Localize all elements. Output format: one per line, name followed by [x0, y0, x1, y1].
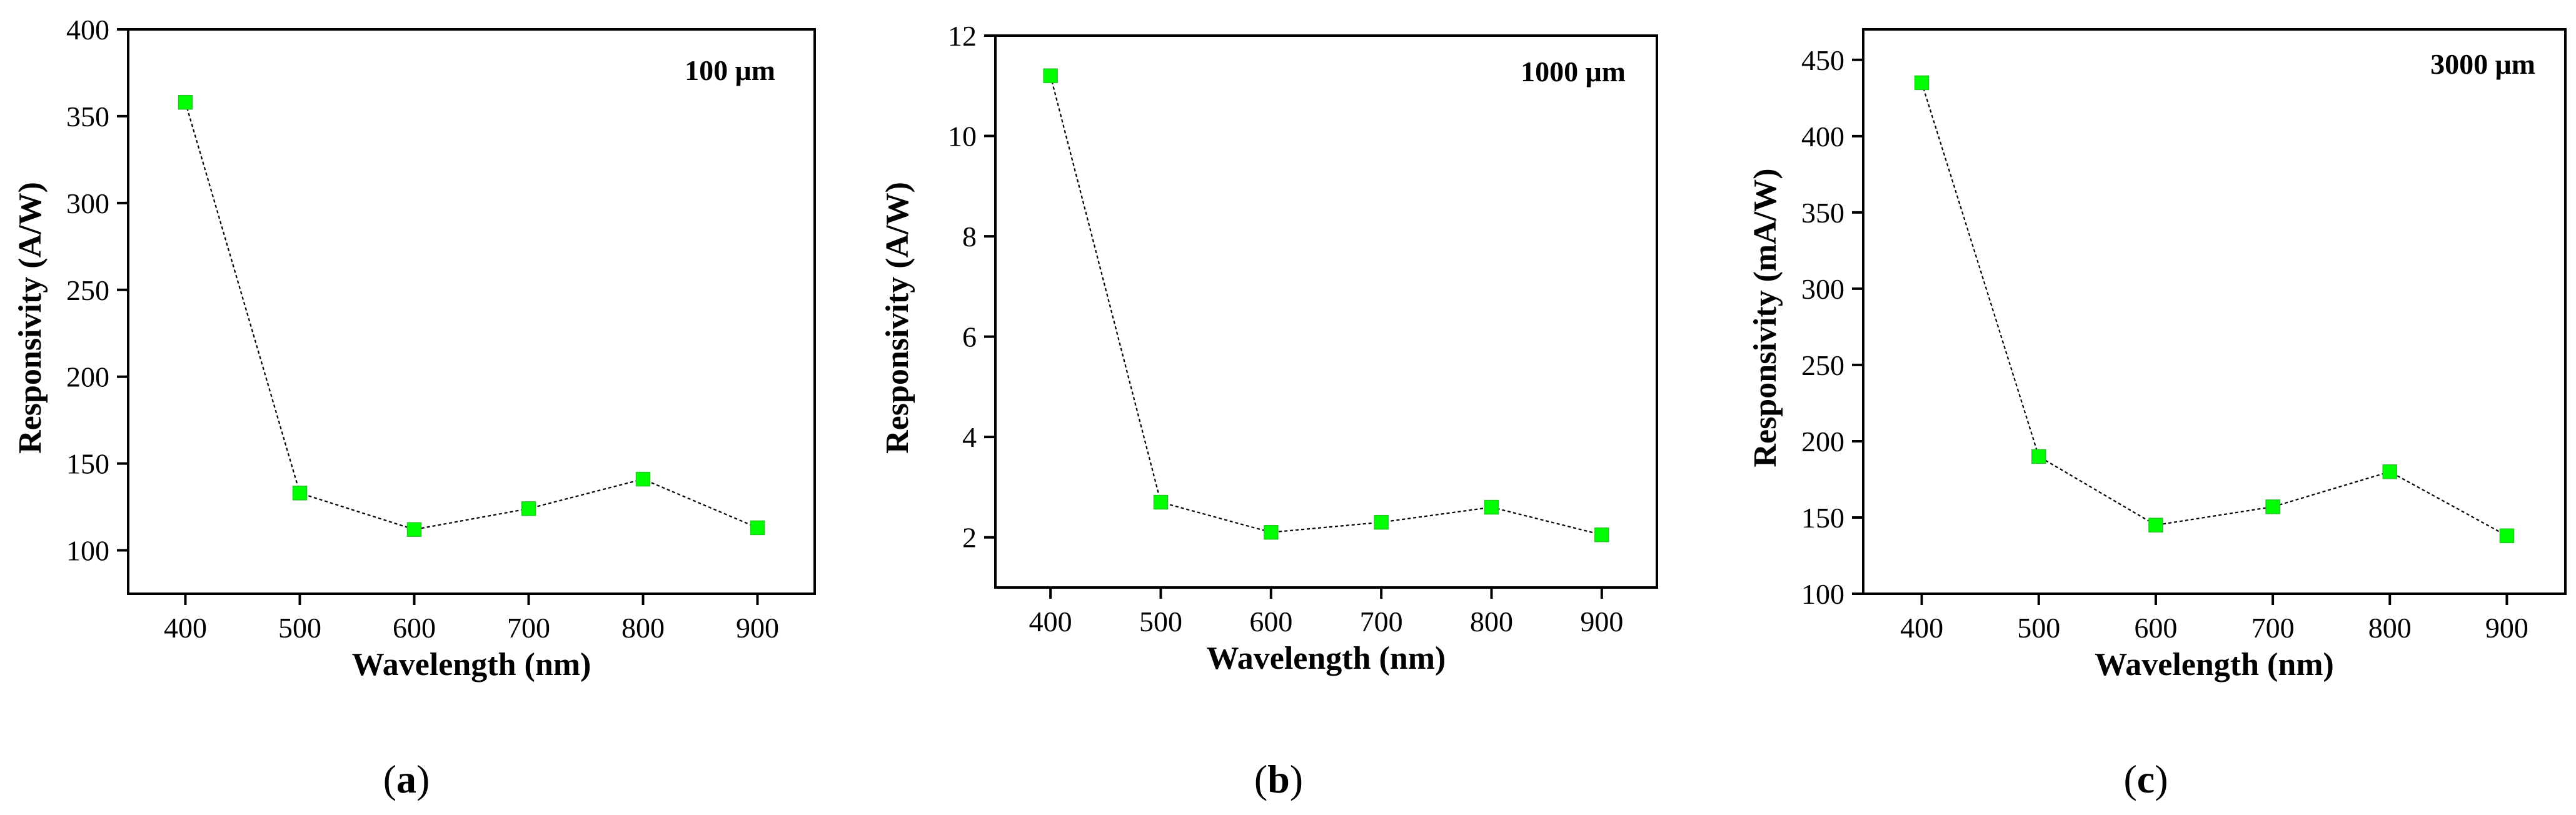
panel-annotation: 1000 μm: [1521, 56, 1626, 88]
data-point: [1594, 527, 1609, 542]
y-axis-title: Responsivity (A/W): [13, 182, 48, 454]
y-tick-label: 300: [66, 188, 109, 219]
panel-label: (b): [1254, 757, 1303, 801]
series-line: [1921, 82, 2507, 537]
chart-panel-a: 400 500 600 700 800 900 100 150 200 250 300 350 400 W…: [13, 14, 816, 801]
x-tick-label: 600: [1249, 606, 1292, 638]
panel-annotation: 100 μm: [685, 54, 775, 86]
data-point: [1914, 75, 1929, 91]
y-tick-label: 6: [962, 321, 977, 353]
data-point: [1484, 499, 1499, 515]
panel-label: (a): [383, 757, 430, 801]
data-point: [292, 486, 308, 501]
data-point: [1153, 494, 1169, 510]
y-tick-label: 4: [962, 421, 977, 453]
data-point: [521, 501, 536, 516]
x-tick-label: 500: [1139, 606, 1182, 638]
chart-panel-c: 400 500 600 700 800 900 100 150 200 250 300 350 400 4…: [1748, 28, 2567, 801]
y-tick-label: 12: [948, 20, 977, 52]
plot-frame: [127, 28, 816, 595]
y-tick-label: 450: [1801, 44, 1844, 76]
data-point: [178, 94, 193, 110]
x-tick-label: 800: [1470, 606, 1513, 638]
y-tick-label: 150: [1801, 502, 1844, 534]
data-point: [1374, 514, 1389, 530]
x-tick-label: 400: [1029, 606, 1072, 638]
data-point: [2031, 449, 2046, 464]
y-tick-label: 250: [1801, 349, 1844, 381]
x-tick-label: 700: [2251, 612, 2295, 644]
y-tick-label: 10: [948, 121, 977, 152]
x-tick-label: 700: [507, 612, 550, 644]
data-point: [2499, 528, 2515, 544]
data-point: [2382, 464, 2397, 479]
y-tick-label: 2: [962, 522, 977, 554]
x-tick-label: 900: [1580, 606, 1623, 638]
data-point: [750, 520, 765, 536]
x-axis-title: Wavelength (nm): [2095, 647, 2334, 682]
data-point: [2148, 518, 2163, 532]
y-tick-label: 250: [66, 274, 109, 306]
x-axis-title: Wavelength (nm): [1207, 641, 1446, 676]
data-point: [635, 471, 651, 487]
y-tick-label: 200: [66, 361, 109, 393]
x-tick-label: 900: [2485, 612, 2528, 644]
panel-annotation: 3000 μm: [2430, 48, 2535, 80]
data-point: [406, 522, 422, 537]
y-tick-label: 300: [1801, 273, 1844, 305]
y-tick-label: 8: [962, 221, 977, 252]
x-tick-label: 500: [2017, 612, 2060, 644]
y-tick-label: 200: [1801, 426, 1844, 458]
x-tick-label: 600: [2134, 612, 2177, 644]
x-tick-label: 800: [621, 612, 665, 644]
y-axis-title: Responsivity (A/W): [880, 182, 915, 454]
panel-label: (c): [2123, 757, 2168, 801]
y-tick-label: 150: [66, 448, 109, 480]
y-axis-title: Responsivity (mA/W): [1748, 168, 1783, 467]
data-point: [1043, 68, 1058, 83]
y-tick-label: 400: [1801, 121, 1844, 152]
x-axis-title: Wavelength (nm): [352, 647, 591, 682]
x-tick-label: 900: [736, 612, 779, 644]
data-point: [1264, 524, 1279, 540]
x-tick-label: 800: [2368, 612, 2412, 644]
plot-frame: [1862, 28, 2567, 595]
plot-frame: [994, 34, 1658, 589]
data-point: [2265, 499, 2280, 514]
x-tick-label: 700: [1360, 606, 1403, 638]
series-line: [1050, 75, 1602, 536]
series-line: [184, 102, 758, 531]
chart-panel-b: 400 500 600 700 800 900 2 4 6 8 10 12 Wavelength (nm…: [880, 20, 1658, 801]
y-tick-label: 350: [66, 101, 109, 132]
y-tick-label: 400: [66, 14, 109, 46]
y-tick-label: 350: [1801, 197, 1844, 229]
y-tick-label: 100: [66, 535, 109, 567]
x-tick-label: 600: [393, 612, 436, 644]
y-tick-label: 100: [1801, 578, 1844, 610]
x-tick-label: 500: [278, 612, 321, 644]
x-tick-label: 400: [164, 612, 207, 644]
x-tick-label: 400: [1900, 612, 1943, 644]
